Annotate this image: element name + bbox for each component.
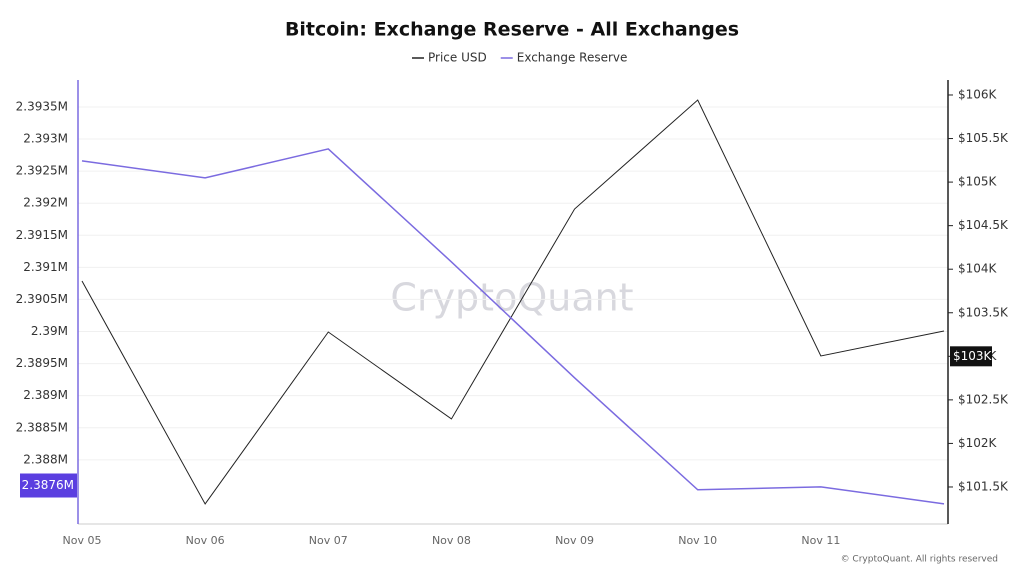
legend-label: Exchange Reserve — [517, 51, 628, 65]
y2-tick-label: $102.5K — [958, 392, 1009, 406]
y-tick-label: 2.392M — [23, 196, 68, 210]
y2-tick-label: $104K — [958, 262, 998, 276]
x-tick-label: Nov 11 — [801, 534, 840, 547]
y-tick-label: 2.39M — [31, 324, 68, 338]
x-tick-label: Nov 07 — [309, 534, 348, 547]
x-tick-label: Nov 08 — [432, 534, 471, 547]
y2-tick-label: $105K — [958, 175, 998, 189]
y-tick-label: 2.389M — [23, 388, 68, 402]
y2-tick-label: $105.5K — [958, 131, 1009, 145]
watermark: CryptoQuant — [390, 276, 633, 320]
y2-tick-label: $106K — [958, 87, 998, 101]
series-line — [81, 99, 945, 505]
legend-label: Price USD — [428, 51, 487, 65]
value-badge-label: $103K — [953, 349, 993, 363]
y-tick-label: 2.3925M — [16, 164, 68, 178]
footer: © CryptoQuant. All rights reserved — [841, 555, 998, 565]
series-line — [81, 148, 945, 505]
value-badge — [20, 473, 77, 498]
value-badge-label: 2.3876M — [22, 478, 74, 492]
x-tick-label: Nov 05 — [63, 534, 102, 547]
value-badge — [950, 346, 992, 367]
x-tick-label: Nov 09 — [555, 534, 594, 547]
y-tick-label: 2.3935M — [16, 99, 68, 113]
y-tick-label: 2.393M — [23, 132, 68, 146]
chart-title: Bitcoin: Exchange Reserve - All Exchange… — [285, 19, 739, 41]
y-tick-label: 2.3915M — [16, 228, 68, 242]
y2-tick-label: $104.5K — [958, 218, 1009, 232]
x-tick-label: Nov 10 — [678, 534, 717, 547]
y-tick-label: 2.3885M — [16, 420, 68, 434]
x-tick-label: Nov 06 — [186, 534, 225, 547]
y2-tick-label: $101.5K — [958, 479, 1009, 493]
y-tick-label: 2.3895M — [16, 356, 68, 370]
y-tick-label: 2.388M — [23, 452, 68, 466]
y-tick-label: 2.3905M — [16, 292, 68, 306]
y-tick-label: 2.391M — [23, 260, 68, 274]
y2-tick-label: $103.5K — [958, 305, 1009, 319]
y2-tick-label: $102K — [958, 436, 998, 450]
